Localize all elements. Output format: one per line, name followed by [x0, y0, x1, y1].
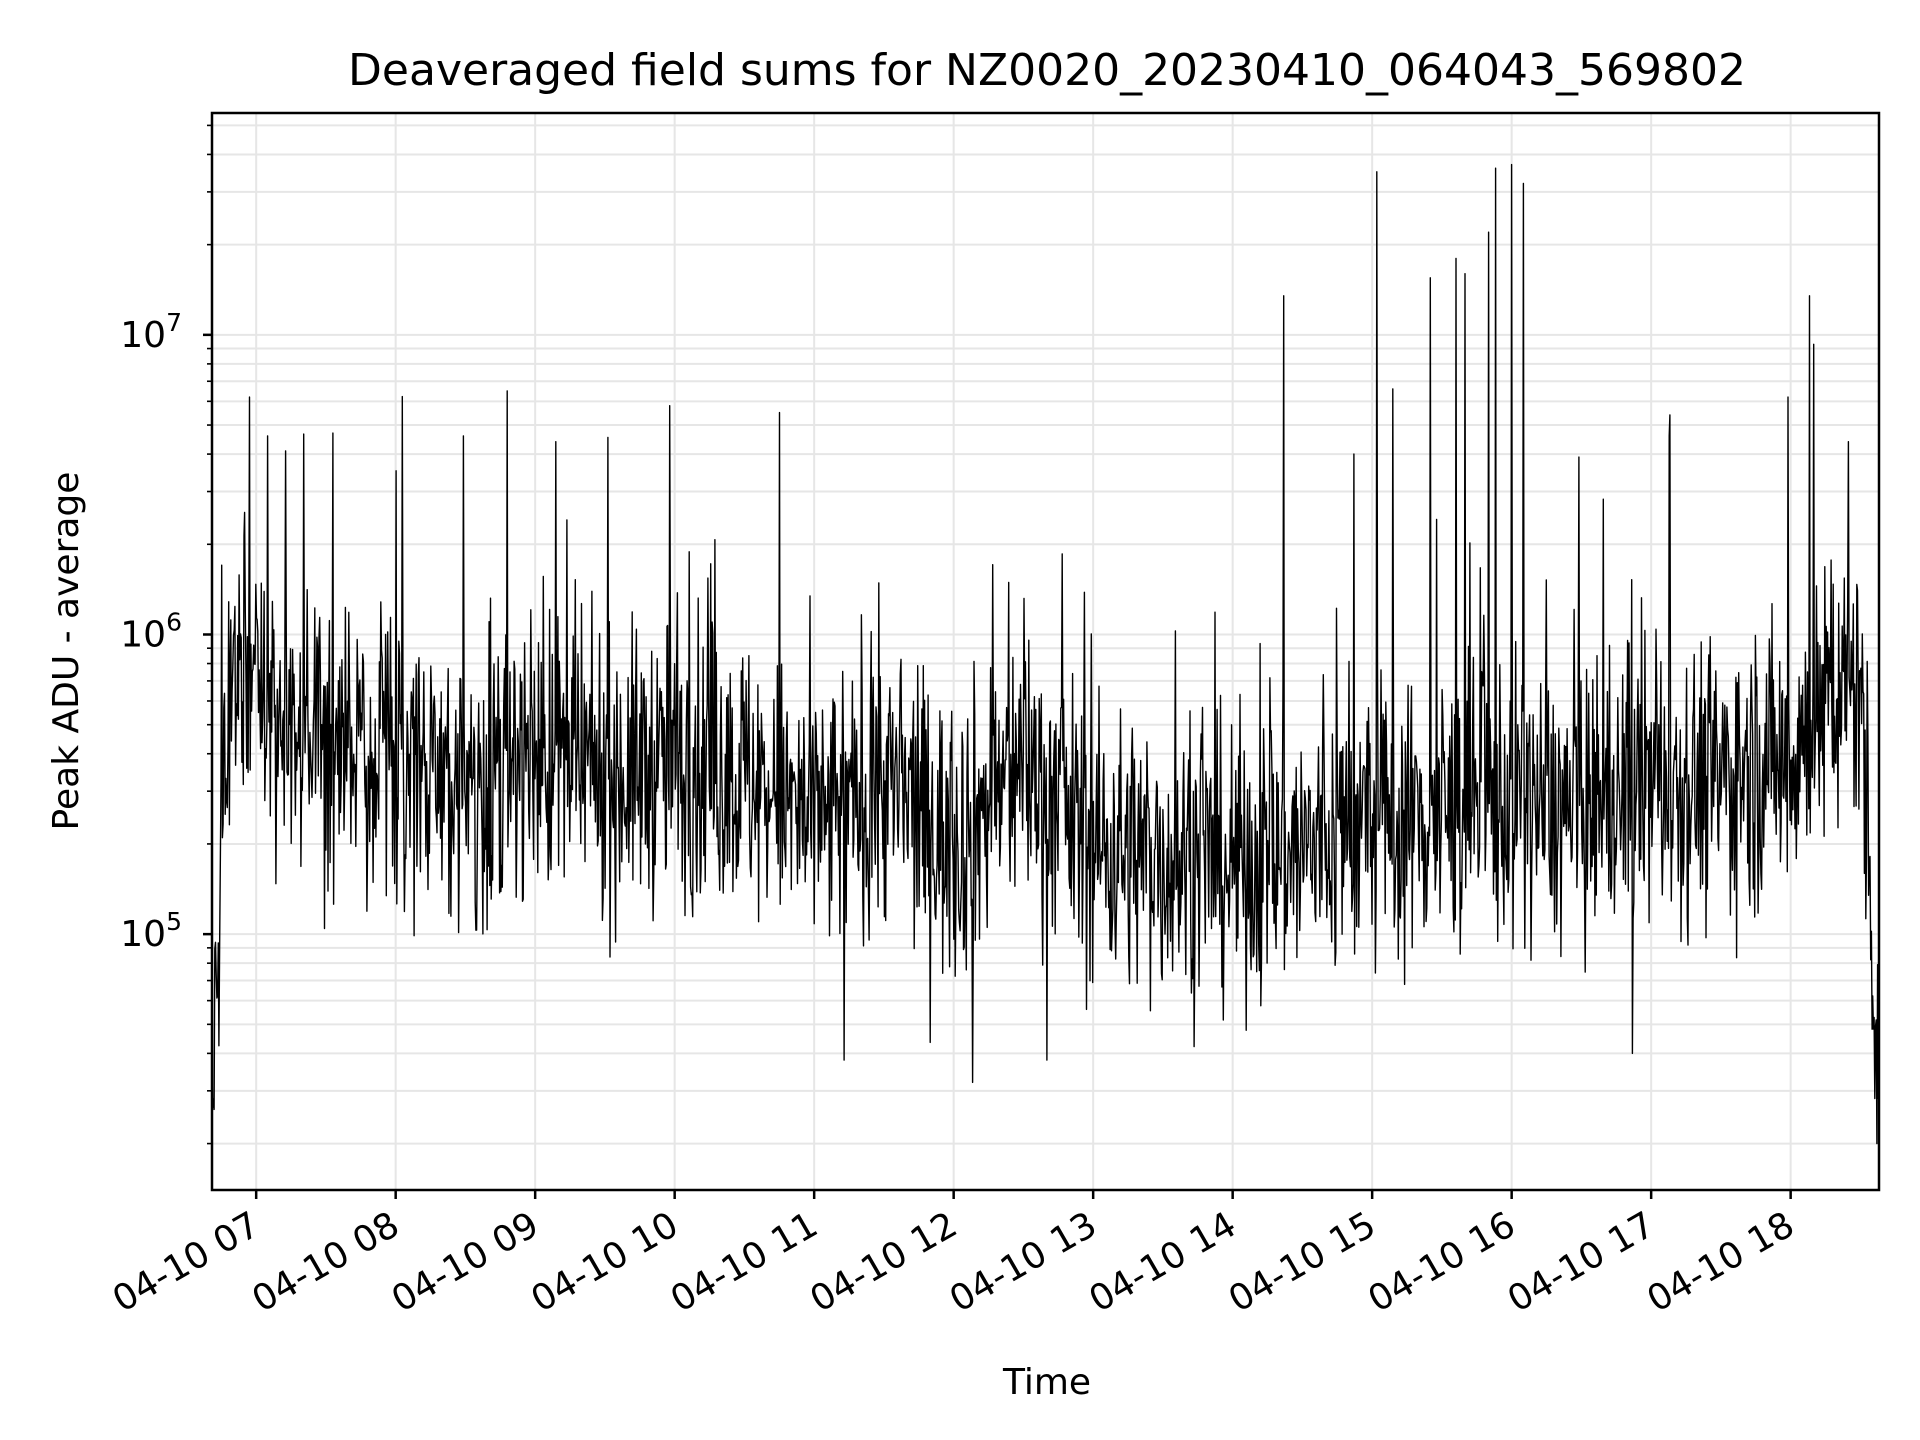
y-axis-ticks: 105 106 107: [120, 124, 212, 1145]
x-axis-label: Time: [1002, 1362, 1091, 1403]
chart-title: Deaveraged field sums for NZ0020_2023041…: [348, 45, 1746, 96]
plot-frame: [210, 111, 1881, 1192]
series-line: [212, 163, 1879, 1145]
y-tick-label: 107: [120, 308, 182, 356]
y-axis-label: Peak ADU - average: [46, 472, 87, 831]
y-tick-label: 106: [120, 607, 182, 655]
y-tick-label: 105: [120, 907, 182, 955]
